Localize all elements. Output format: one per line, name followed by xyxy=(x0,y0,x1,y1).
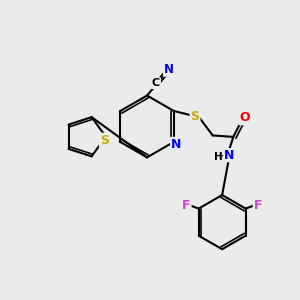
Text: N: N xyxy=(164,63,174,76)
Text: C: C xyxy=(152,78,160,88)
Text: F: F xyxy=(182,199,190,212)
Text: N: N xyxy=(171,138,181,151)
Text: S: S xyxy=(100,134,109,147)
Text: N: N xyxy=(224,149,234,162)
Text: F: F xyxy=(254,199,262,212)
Text: S: S xyxy=(190,110,200,123)
Text: O: O xyxy=(239,111,250,124)
Text: H: H xyxy=(214,152,223,162)
